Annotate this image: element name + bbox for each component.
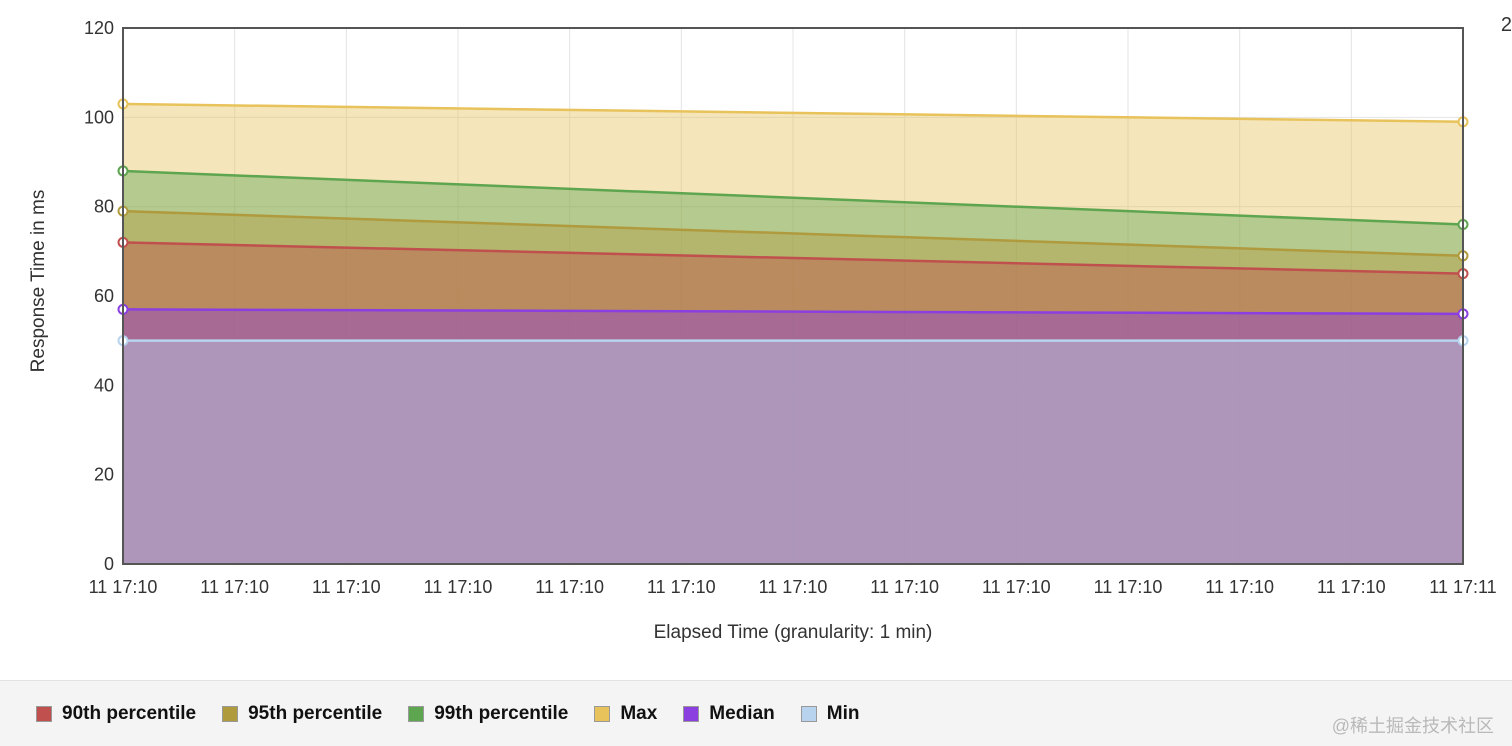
y-tick-label: 0: [104, 554, 114, 574]
plot-frame: [122, 27, 1464, 565]
legend: 90th percentile 95th percentile 99th perce…: [0, 680, 1512, 746]
y-tick-label: 40: [94, 375, 114, 395]
legend-label: Min: [826, 702, 860, 724]
x-tick-label: 11 17:11: [1429, 577, 1496, 597]
line-median: [122, 308, 1464, 316]
area-95th-percentile: [123, 211, 1463, 564]
y-tick-label: 60: [94, 286, 114, 306]
x-tick-label: 11 17:10: [759, 577, 828, 597]
y-tick-label: 80: [94, 197, 114, 217]
x-tick-label: 11 17:10: [1205, 577, 1274, 597]
x-tick-label: 11 17:10: [424, 577, 493, 597]
x-tick-label: 11 17:10: [89, 577, 158, 597]
area-min: [123, 340, 1463, 564]
watermark: @稀土掘金技术社区: [1331, 716, 1494, 736]
legend-item-max[interactable]: Max: [594, 703, 657, 725]
area-90th-percentile: [123, 242, 1463, 564]
area-median: [123, 309, 1463, 564]
legend-item-95th-percentile[interactable]: 95th percentile: [222, 703, 382, 725]
line-95th-percentile: [122, 209, 1464, 258]
legend-swatch: [222, 705, 239, 722]
x-tick-label: 11 17:10: [982, 577, 1051, 597]
line-90th-percentile: [122, 241, 1464, 275]
legend-swatch: [594, 705, 611, 722]
y-axis-title: Response Time in ms: [28, 190, 49, 373]
legend-swatch: [800, 705, 817, 722]
legend-swatch: [683, 705, 700, 722]
legend-item-median[interactable]: Median: [683, 702, 775, 725]
x-axis-title: Elapsed Time (granularity: 1 min): [654, 622, 933, 643]
response-time-chart: 0 20 40 60 80 100 120 11 17:10 11 17:10 11 17:10 1…: [28, 14, 1512, 643]
legend-label: Max: [620, 702, 658, 724]
y-tick-label: 20: [94, 465, 114, 485]
x-tick-label: 11 17:10: [1317, 577, 1386, 597]
x-tick-label: 11 17:10: [535, 577, 604, 597]
y-tick-label: 120: [84, 18, 114, 38]
legend-label: 95th percentile: [248, 702, 383, 724]
legend-item-min[interactable]: Min: [800, 702, 860, 725]
legend-label: Median: [709, 702, 775, 724]
legend-item-90th-percentile[interactable]: 90th percentile: [36, 703, 196, 725]
legend-swatch: [36, 705, 52, 722]
area-99th-percentile: [123, 170, 1463, 564]
x-tick-label: 11 17:10: [647, 577, 716, 597]
clipped-edge-text: 2: [1500, 14, 1512, 36]
line-max: [122, 102, 1464, 124]
x-tick-label: 11 17:10: [870, 577, 939, 597]
y-tick-label: 100: [84, 107, 114, 127]
legend-label: 90th percentile: [62, 702, 197, 724]
x-tick-label: 11 17:10: [312, 577, 381, 597]
legend-swatch: [408, 705, 425, 722]
chart-canvas: 0 20 40 60 80 100 120 11 17:10 11 17:10 11 17:10 1…: [28, 18, 1497, 643]
legend-label: 99th percentile: [434, 702, 569, 724]
line-99th-percentile: [122, 169, 1464, 226]
x-tick-label: 11 17:10: [1094, 577, 1163, 597]
x-tick-label: 11 17:10: [200, 577, 269, 597]
legend-item-99th-percentile[interactable]: 99th percentile: [408, 703, 568, 725]
area-max: [123, 103, 1463, 564]
